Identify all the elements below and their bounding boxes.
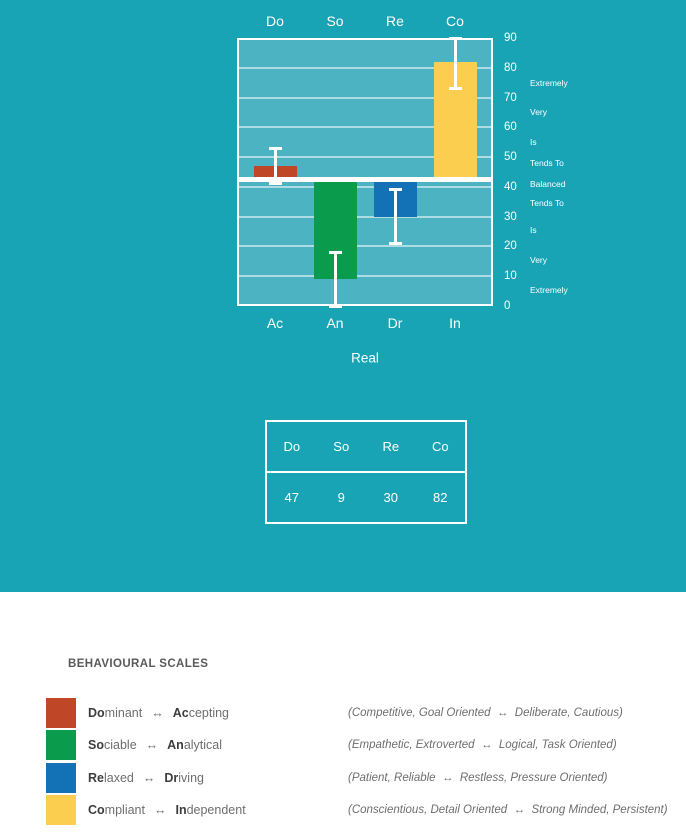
score-value-co: 82 [433,490,448,505]
legend-row-co: Co mpliant ↔ In dependent (Conscientious, Det… [0,795,686,826]
ytick-30: 30 [504,210,517,223]
ytick-20: 20 [504,240,517,253]
legend-scale-description: (Empathetic, Extroverted ↔ Logical, Task… [348,739,617,752]
whisker-do [273,148,277,184]
whisker-cap-top-re [388,188,402,192]
top-label-so: So [326,13,344,29]
real-profile-bar-chart [237,36,493,308]
legend-row-re: Re laxed ↔ Dr iving (Patient, Reliable ↔ Rest… [0,762,686,793]
gridline-60 [237,126,493,129]
gridline-10 [237,275,493,278]
top-label-co: Co [446,13,464,29]
legend-scale-description: (Conscientious, Detail Oriented ↔ Strong… [348,804,668,817]
double-arrow-icon: ↔ [142,770,156,785]
whisker-cap-bottom-co [448,87,462,91]
score-table-value-row: 47 9 30 82 [267,473,465,522]
gridline-40 [237,185,493,188]
ytick-40: 40 [504,180,517,193]
score-header-re: Re [382,439,400,454]
legend-swatch-do [46,698,76,728]
score-value-so: 9 [337,490,345,505]
scale-label-1: Very [530,107,548,118]
top-label-do: Do [266,13,284,29]
scale-label-3: Tends To [530,158,564,169]
ytick-90: 90 [504,32,517,44]
score-value-do: 47 [284,490,299,505]
top-label-re: Re [386,13,404,29]
legend-swatch-re [46,762,76,793]
ytick-60: 60 [504,121,517,134]
double-arrow-icon: ↔ [153,803,167,818]
legend-scale-label: Re laxed ↔ Dr iving [88,770,204,785]
ytick-50: 50 [504,151,517,164]
ytick-80: 80 [504,61,517,74]
behavioural-scales-panel: BEHAVIOURAL SCALES Do minant ↔ Ac cepting (Co… [0,592,686,837]
legend-row-so: So ciable ↔ An alytical (Empathetic, Extrover… [0,730,686,761]
whisker-cap-bottom-re [388,241,402,245]
legend-swatch-so [46,730,76,761]
ytick-10: 10 [504,270,517,283]
score-header-do: Do [283,439,301,454]
balanced-baseline [237,176,493,182]
gridline-50 [237,156,493,159]
legend-scale-label: Do minant ↔ Ac cepting [88,706,229,720]
score-value-re: 30 [383,490,398,505]
score-header-co: Co [431,439,449,454]
bottom-label-in: In [449,315,461,331]
x-axis-title: Real [351,350,379,366]
bottom-label-an: An [326,315,344,331]
whisker-re [393,189,397,244]
score-header-so: So [333,439,350,454]
legend-row-do: Do minant ↔ Ac cepting (Competitive, Goal Ori… [0,698,686,728]
gridline-70 [237,96,493,99]
scale-label-5: Tends To [530,198,564,209]
whisker-so [333,252,337,306]
chart-panel: Do So Re Co 90 80 70 60 50 40 30 20 10 0 Extremely Ve… [0,0,686,592]
scale-label-6: Is [530,225,537,236]
whisker-cap-bottom-so [328,304,342,308]
legend-scale-label: So ciable ↔ An alytical [88,738,223,753]
scale-label-8: Extremely [530,284,568,295]
score-table: Do So Re Co 47 9 30 82 [265,420,467,524]
score-table-header-row: Do So Re Co [267,422,465,473]
double-arrow-icon: ↔ [151,706,164,720]
scale-label-7: Very [530,254,548,265]
ytick-70: 70 [504,91,517,104]
legend-swatch-co [46,795,76,826]
whisker-cap-top-so [328,250,342,254]
gridline-20 [237,245,493,248]
gridline-30 [237,215,493,218]
scale-label-2: Is [530,137,537,148]
scale-label-0: Extremely [530,77,568,88]
legend-scale-description: (Patient, Reliable ↔ Restless, Pressure … [348,771,608,784]
scale-label-4: Balanced [530,178,566,189]
whisker-cap-top-do [268,146,282,150]
double-arrow-icon: ↔ [145,738,159,753]
bottom-label-dr: Dr [387,315,403,331]
whisker-cap-bottom-do [268,182,282,186]
gridline-80 [237,66,493,69]
bottom-label-ac: Ac [266,315,284,331]
whisker-cap-top-co [448,36,462,40]
ytick-0: 0 [504,300,511,312]
legend-scale-label: Co mpliant ↔ In dependent [88,803,246,818]
legend-scale-description: (Competitive, Goal Oriented ↔ Deliberate… [348,707,623,719]
behavioural-scales-title: BEHAVIOURAL SCALES [68,658,209,670]
whisker-co [453,38,457,89]
